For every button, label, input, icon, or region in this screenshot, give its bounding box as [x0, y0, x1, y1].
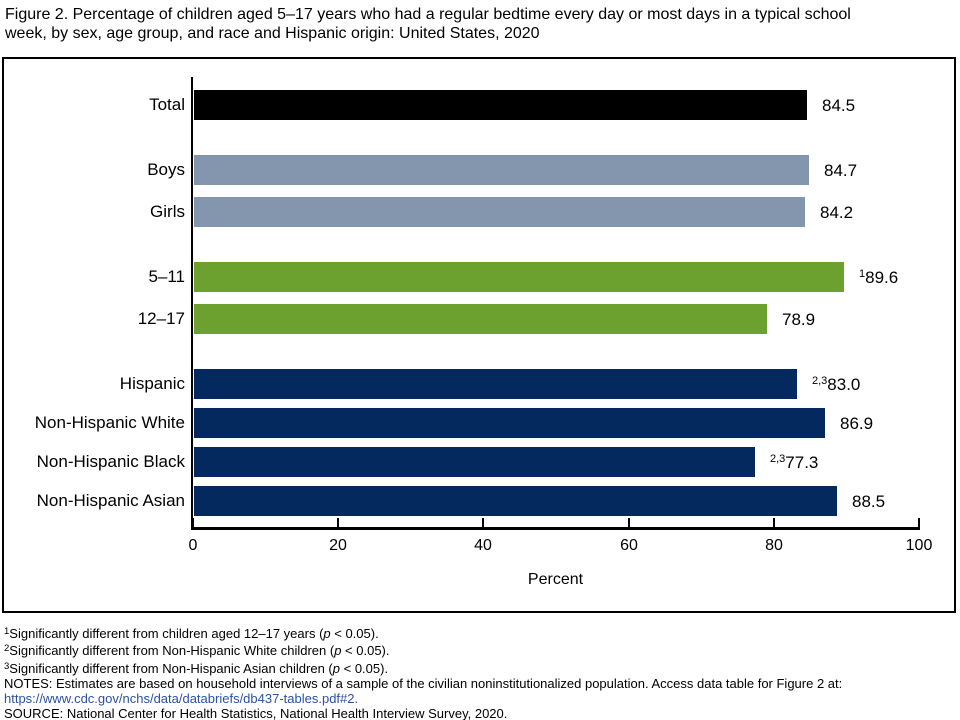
footnote-text: 2 — [4, 643, 10, 655]
significance-marker: 2,3 — [812, 375, 828, 387]
footnote-text: < 0.05). — [340, 660, 389, 676]
footnotes-block: 1Significantly different from children a… — [4, 624, 954, 720]
x-axis-line — [191, 527, 920, 530]
footnote-text: Significantly different from Non-Hispani… — [9, 643, 335, 659]
value-label-12-17: 78.9 — [782, 310, 816, 329]
category-label-non-hispanic-asian: Non-Hispanic Asian — [36, 491, 185, 510]
significance-marker: 1 — [859, 268, 866, 280]
bar-non-hispanic-black — [194, 447, 755, 477]
significance-marker: 2,3 — [770, 453, 786, 465]
x-tick-100 — [918, 518, 920, 527]
bar-hispanic — [194, 369, 797, 399]
x-tick-label-40: 40 — [474, 537, 492, 554]
category-label-12-17: 12–17 — [137, 309, 185, 328]
value-label-hispanic: 2,383.0 — [812, 375, 861, 394]
x-tick-60 — [628, 518, 630, 527]
category-label-girls: Girls — [150, 202, 185, 221]
bar-non-hispanic-white — [194, 408, 825, 438]
category-label-hispanic: Hispanic — [119, 374, 185, 393]
value-label-non-hispanic-black: 2,377.3 — [770, 453, 819, 472]
footnote-text: 1 — [4, 626, 10, 637]
figure-title: Figure 2. Percentage of children aged 5–… — [5, 5, 955, 43]
x-tick-label-60: 60 — [620, 537, 638, 554]
footnote-line-2: 2Significantly different from Non-Hispan… — [4, 641, 954, 658]
footnote-text: https://www.cdc.gov/nchs/data/databriefs… — [4, 691, 359, 707]
y-axis-line — [191, 77, 193, 529]
footnote-line-3: 3Significantly different from Non-Hispan… — [4, 659, 954, 676]
bar-total — [194, 90, 807, 120]
x-tick-label-100: 100 — [905, 537, 933, 554]
x-tick-0 — [192, 518, 194, 527]
figure-title-line2: week, by sex, age group, and race and Hi… — [5, 25, 540, 42]
footnote-line-6: SOURCE: National Center for Health Stati… — [4, 706, 954, 720]
footnote-url-link[interactable]: https://www.cdc.gov/nchs/data/databriefs… — [4, 691, 954, 706]
x-tick-20 — [337, 518, 339, 527]
footnote-text: NOTES: Estimates are based on household … — [4, 675, 843, 691]
bar-boys — [194, 155, 809, 185]
x-axis-title: Percent — [527, 571, 584, 588]
footnote-text: p — [323, 626, 331, 641]
footnote-line-1: 1Significantly different from children a… — [4, 624, 954, 641]
x-tick-label-0: 0 — [188, 537, 198, 554]
category-label-total: Total — [149, 95, 185, 114]
bar-girls — [194, 197, 805, 227]
footnote-text: p — [334, 643, 342, 659]
x-tick-80 — [773, 518, 775, 527]
category-label-boys: Boys — [147, 160, 185, 179]
footnote-text: < 0.05). — [330, 626, 379, 641]
footnote-text: SOURCE: National Center for Health Stati… — [4, 706, 508, 720]
value-label-total: 84.5 — [822, 96, 856, 115]
value-label-boys: 84.7 — [824, 161, 858, 180]
chart-frame — [2, 57, 956, 613]
category-label-non-hispanic-white: Non-Hispanic White — [34, 413, 185, 432]
figure-title-line1: Figure 2. Percentage of children aged 5–… — [5, 6, 851, 23]
bar-12-17 — [194, 304, 767, 334]
value-label-5-11: 189.6 — [859, 268, 899, 287]
category-label-non-hispanic-black: Non-Hispanic Black — [36, 452, 185, 471]
value-label-girls: 84.2 — [820, 203, 854, 222]
footnote-line-4: NOTES: Estimates are based on household … — [4, 676, 954, 691]
bar-5-11 — [194, 262, 844, 292]
bar-non-hispanic-asian — [194, 486, 837, 516]
value-label-non-hispanic-asian: 88.5 — [852, 492, 886, 511]
x-tick-40 — [482, 518, 484, 527]
footnote-text: < 0.05). — [341, 643, 390, 659]
footnote-text: Significantly different from children ag… — [9, 626, 324, 641]
value-label-non-hispanic-white: 86.9 — [840, 414, 874, 433]
footnote-text: p — [332, 660, 340, 676]
x-tick-label-20: 20 — [329, 537, 347, 554]
x-tick-label-80: 80 — [765, 537, 783, 554]
footnote-text: 3 — [4, 660, 10, 672]
footnote-text: Significantly different from Non-Hispani… — [9, 660, 333, 676]
category-label-5-11: 5–11 — [148, 267, 185, 286]
